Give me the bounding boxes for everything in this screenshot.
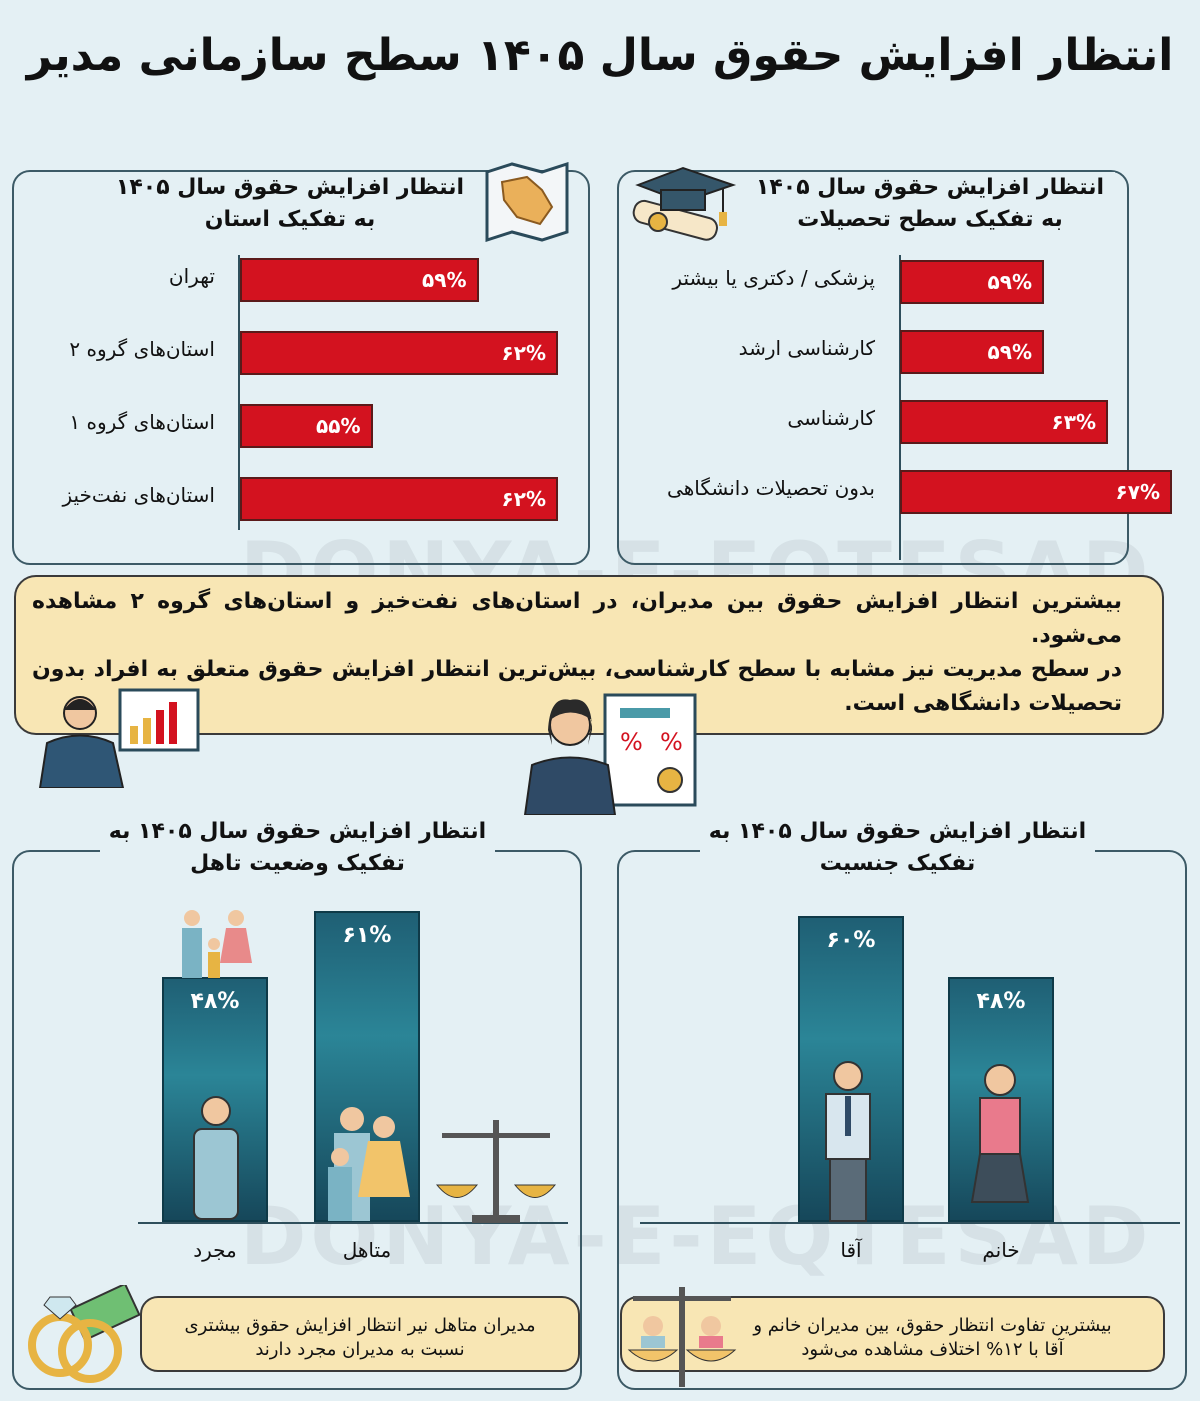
education-panel [617,170,1129,565]
page-title: انتظار افزایش حقوق سال ۱۴۰۵ سطح سازمانی … [26,30,1174,81]
bar-category-label: کارشناسی [787,406,875,430]
wedding-rings-money-icon [28,1285,140,1383]
married-family-icon [328,1107,410,1221]
svg-text:%: % [620,728,643,756]
businessman-presentation-icon [38,688,200,788]
scale-of-justice-icon [435,1120,557,1223]
graduation-cap-icon [632,166,737,241]
summary-callout: بیشترین انتظار افزایش حقوق بین مدیران، د… [14,575,1164,735]
bar-category-label: استان‌های گروه ۱ [69,410,215,434]
bar: ۶۷% [900,470,1172,514]
marital-chart-title: انتظار افزایش حقوق سال ۱۴۰۵ به تفکیک وضع… [100,816,495,880]
callout-line-2: در سطح مدیریت نیز مشابه با سطح کارشناسی،… [32,657,1122,716]
family-icon [182,910,252,978]
province-chart-title: انتظار افزایش حقوق سال ۱۴۰۵ به تفکیک است… [110,172,470,236]
gender-x-label-male: آقا [840,1238,862,1262]
bar-category-label: تهران [168,264,215,288]
marital-x-label-married: متاهل [342,1238,392,1262]
bar-category-label: بدون تحصیلات دانشگاهی [667,476,875,500]
bar: ۵۹% [900,330,1044,374]
bar: ۵۹% [900,260,1044,304]
bar: ۵۹% [240,258,479,302]
bar-category-label: استان‌های نفت‌خیز [62,483,215,507]
bar-category-label: پزشکی / دکتری یا بیشتر [672,266,875,290]
iran-map-icon [485,162,569,242]
gender-chart-title: انتظار افزایش حقوق سال ۱۴۰۵ به تفکیک جنس… [700,816,1095,880]
businesswoman-document-icon: % % [523,693,697,815]
woman-icon [970,1064,1030,1203]
marital-x-label-single: مجرد [193,1238,237,1262]
gender-baseline [640,1222,1180,1224]
province-panel [12,170,590,565]
education-chart-title: انتظار افزایش حقوق سال ۱۴۰۵ به تفکیک سطح… [745,172,1115,236]
callout-line-1: بیشترین انتظار افزایش حقوق بین مدیران، د… [32,589,1122,648]
marital-note: مدیران متاهل نیر انتظار افزایش حقوق بیشت… [140,1296,580,1372]
gender-balance-scale-icon [627,1287,737,1387]
province-axis [238,255,240,530]
bar-category-label: کارشناسی ارشد [738,336,875,360]
bar: ۵۵% [240,404,373,448]
single-person-icon [193,1096,239,1220]
man-icon [825,1061,871,1222]
bar: ۶۳% [900,400,1108,444]
bar: ۶۲% [240,331,558,375]
svg-text:%: % [660,728,683,756]
gender-x-label-female: خانم [982,1238,1020,1262]
bar-category-label: استان‌های گروه ۲ [69,337,215,361]
bar: ۶۲% [240,477,558,521]
marital-baseline [138,1222,568,1224]
